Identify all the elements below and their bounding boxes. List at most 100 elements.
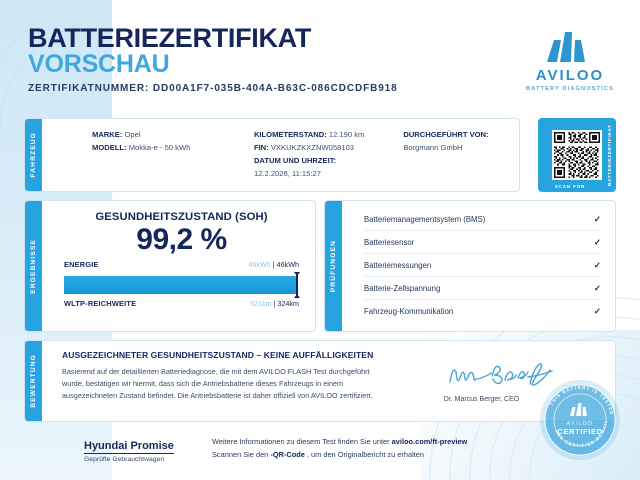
- soh-bar-marker: [296, 273, 299, 296]
- check-mark-icon: ✓: [593, 306, 601, 316]
- soh-bar-fill: [64, 275, 298, 294]
- check-row: Batteriemanagementsystem (BMS) ✓: [364, 208, 601, 231]
- checks-card: PRÜFUNGEN Batteriemanagementsystem (BMS)…: [324, 200, 616, 332]
- wltp-separator: |: [273, 298, 276, 308]
- check-label: Fahrzeug-Kommunikation: [364, 307, 454, 316]
- energy-nominal: 46kWh: [276, 259, 299, 269]
- tab-fahrzeug-label: FAHRZEUG: [30, 132, 37, 178]
- check-row: Fahrzeug-Kommunikation ✓: [364, 300, 601, 323]
- signature-name: Dr. Marcus Berger, CEO: [443, 396, 520, 403]
- footer-link[interactable]: aviloo.com/ft-preview: [391, 437, 468, 446]
- signature-icon: [448, 363, 553, 386]
- tab-bewertung-label: BEWERTUNG: [30, 354, 37, 408]
- soh-body: GESUNDHEITSZUSTAND (SOH) 99,2 % ENERGIE …: [42, 201, 315, 331]
- check-label: Batteriesensor: [364, 237, 415, 247]
- page-subtitle: VORSCHAU: [28, 50, 170, 79]
- check-row: Batterie-Zellspannung ✓: [364, 277, 601, 300]
- vehicle-km-row: KILOMETERSTAND: 12.190 km: [254, 128, 403, 141]
- footer-line-2-text: Scannen Sie den: [212, 449, 271, 459]
- assessment-title: AUSGEZEICHNETER GESUNDHEITSZUSTAND – KEI…: [62, 350, 374, 360]
- vehicle-operator-label: DURCHGEFÜHRT VON:: [403, 130, 489, 139]
- seal-logo-mark-icon: [570, 403, 587, 416]
- qr-code-icon[interactable]: [552, 130, 602, 180]
- seal-brand: AVILOO: [567, 421, 594, 427]
- aviloo-tagline: BATTERY DIAGNOSTICS: [526, 86, 614, 92]
- vehicle-datum-value: 12.2.2026, 11:15:27: [253, 169, 321, 179]
- vehicle-marke-label: MARKE:: [92, 130, 123, 139]
- certificate-header: BATTERIEZERTIFIKAT VORSCHAU ZERTIFIKATNU…: [28, 24, 398, 94]
- footer-line-1: Weitere Informationen zu diesem Test fin…: [212, 436, 467, 449]
- check-label: Batterie-Zellspannung: [364, 283, 441, 293]
- vehicle-marke-row: MARKE: Opel: [92, 128, 254, 141]
- wltp-row: WLTP-REICHWEITE 321km | 324km: [64, 299, 299, 308]
- results-card: ERGEBNISSE GESUNDHEITSZUSTAND (SOH) 99,2…: [24, 200, 316, 332]
- vehicle-modell-label: MODELL:: [92, 143, 127, 153]
- check-mark-icon: ✓: [593, 259, 601, 270]
- footer-line-2-tail: , um den Originalbericht zu erhalten: [304, 449, 424, 459]
- check-label: Batteriemanagementsystem (BMS): [364, 214, 486, 224]
- vehicle-column-identity: MARKE: Opel MODELL: Mokka-e - 50 kWh: [92, 128, 254, 180]
- vehicle-fin-value: VXKUKZKXZNW058103: [270, 143, 354, 153]
- check-row: Batteriemessungen ✓: [364, 254, 601, 277]
- footer-qr-strong: -QR-Code: [270, 449, 305, 459]
- energy-label: ENERGIE: [64, 259, 99, 269]
- check-label: Batteriemessungen: [364, 260, 432, 270]
- check-mark-icon: ✓: [593, 213, 601, 224]
- tab-bewertung: BEWERTUNG: [25, 341, 42, 421]
- check-mark-icon: ✓: [593, 236, 601, 247]
- assessment-body: AUSGEZEICHNETER GESUNDHEITSZUSTAND – KEI…: [42, 341, 615, 421]
- assessment-text: AUSGEZEICHNETER GESUNDHEITSZUSTAND – KEI…: [62, 350, 392, 421]
- footer-line-2: Scannen Sie den -QR-Code , um den Origin…: [212, 449, 467, 462]
- vehicle-column-measurements: KILOMETERSTAND: 12.190 km FIN: VXKUKZKXZ…: [254, 128, 403, 180]
- footer-line-1-text: Weitere Informationen zu diesem Test fin…: [212, 437, 392, 446]
- checks-list: Batteriemanagementsystem (BMS) ✓ Batteries…: [342, 201, 615, 331]
- certified-seal: THIS BATTERY IS TESTED AND CERTIFIED BY …: [538, 378, 620, 460]
- vehicle-km-label: KILOMETERSTAND:: [253, 130, 327, 139]
- soh-title: GESUNDHEITSZUSTAND (SOH): [95, 211, 268, 223]
- soh-marker-caret-bottom-icon: [293, 293, 300, 298]
- energy-separator: |: [272, 259, 275, 269]
- soh-marker-caret-top-icon: [293, 271, 300, 276]
- tab-ergebnisse-label: ERGEBNISSE: [30, 238, 37, 294]
- hyundai-promise-brand: Hyundai Promise Geprüfte Gebrauchtwagen: [84, 436, 202, 463]
- aviloo-logo-mark-icon: [524, 28, 616, 62]
- vehicle-operator-row: DURCHGEFÜHRT VON: Borgmann GmbH: [403, 128, 519, 154]
- check-mark-icon: ✓: [593, 282, 601, 293]
- hyundai-promise-title: Hyundai Promise: [84, 440, 174, 454]
- tab-fahrzeug: FAHRZEUG: [25, 119, 42, 191]
- footer: Hyundai Promise Geprüfte Gebrauchtwagen …: [84, 436, 467, 463]
- energy-row: ENERGIE 46kWh | 46kWh: [64, 260, 299, 269]
- tab-pruefungen-label: PRÜFUNGEN: [330, 239, 337, 293]
- aviloo-wordmark: AVILOO: [535, 67, 605, 84]
- vehicle-modell-row: MODELL: Mokka-e - 50 kWh: [92, 141, 254, 154]
- aviloo-logo: AVILOO BATTERY DIAGNOSTICS: [524, 28, 616, 92]
- assessment-card: BEWERTUNG AUSGEZEICHNETER GESUNDHEITSZUS…: [24, 340, 616, 422]
- vehicle-column-operator: DURCHGEFÜHRT VON: Borgmann GmbH: [403, 128, 519, 180]
- qr-side-label: BATTERIEZERTIFIKAT: [607, 124, 612, 186]
- footer-info: Weitere Informationen zu diesem Test fin…: [212, 436, 467, 462]
- wltp-current: 321km: [249, 298, 272, 308]
- check-row: Batteriesensor ✓: [364, 231, 601, 254]
- page-title: BATTERIEZERTIFIKAT: [28, 23, 312, 53]
- vehicle-info-body: MARKE: Opel MODELL: Mokka-e - 50 kWh KIL…: [42, 119, 519, 191]
- vehicle-operator-value: Borgmann GmbH: [403, 143, 463, 153]
- soh-value: 99,2 %: [136, 223, 227, 256]
- tab-ergebnisse: ERGEBNISSE: [25, 201, 42, 331]
- vehicle-modell-value: Mokka-e - 50 kWh: [128, 143, 191, 153]
- hyundai-promise-subtitle: Geprüfte Gebrauchtwagen: [84, 456, 165, 463]
- wltp-label: WLTP-REICHWEITE: [64, 298, 137, 308]
- tab-pruefungen: PRÜFUNGEN: [325, 201, 342, 331]
- vehicle-marke-value: Opel: [124, 130, 141, 139]
- certificate-number: ZERTIFIKATNUMMER: DD00A1F7-035B-404A-B63…: [28, 83, 398, 95]
- qr-code-panel[interactable]: BATTERIEZERTIFIKAT SCAN FOR: [538, 118, 616, 192]
- seal-word: CERTIFIED: [557, 427, 602, 436]
- vehicle-fin-label: FIN:: [253, 143, 269, 153]
- vehicle-fin-row: FIN: VXKUKZKXZNW058103: [254, 141, 403, 154]
- energy-current: 46kWh: [248, 259, 271, 269]
- energy-values: 46kWh | 46kWh: [248, 260, 299, 269]
- assessment-paragraph: Basierend auf der detaillierten Batterie…: [62, 367, 373, 400]
- vehicle-info-card: FAHRZEUG MARKE: Opel MODELL: Mokka-e - 5…: [24, 118, 520, 192]
- wltp-nominal: 324km: [277, 298, 299, 308]
- vehicle-km-value: 12.190 km: [328, 130, 365, 139]
